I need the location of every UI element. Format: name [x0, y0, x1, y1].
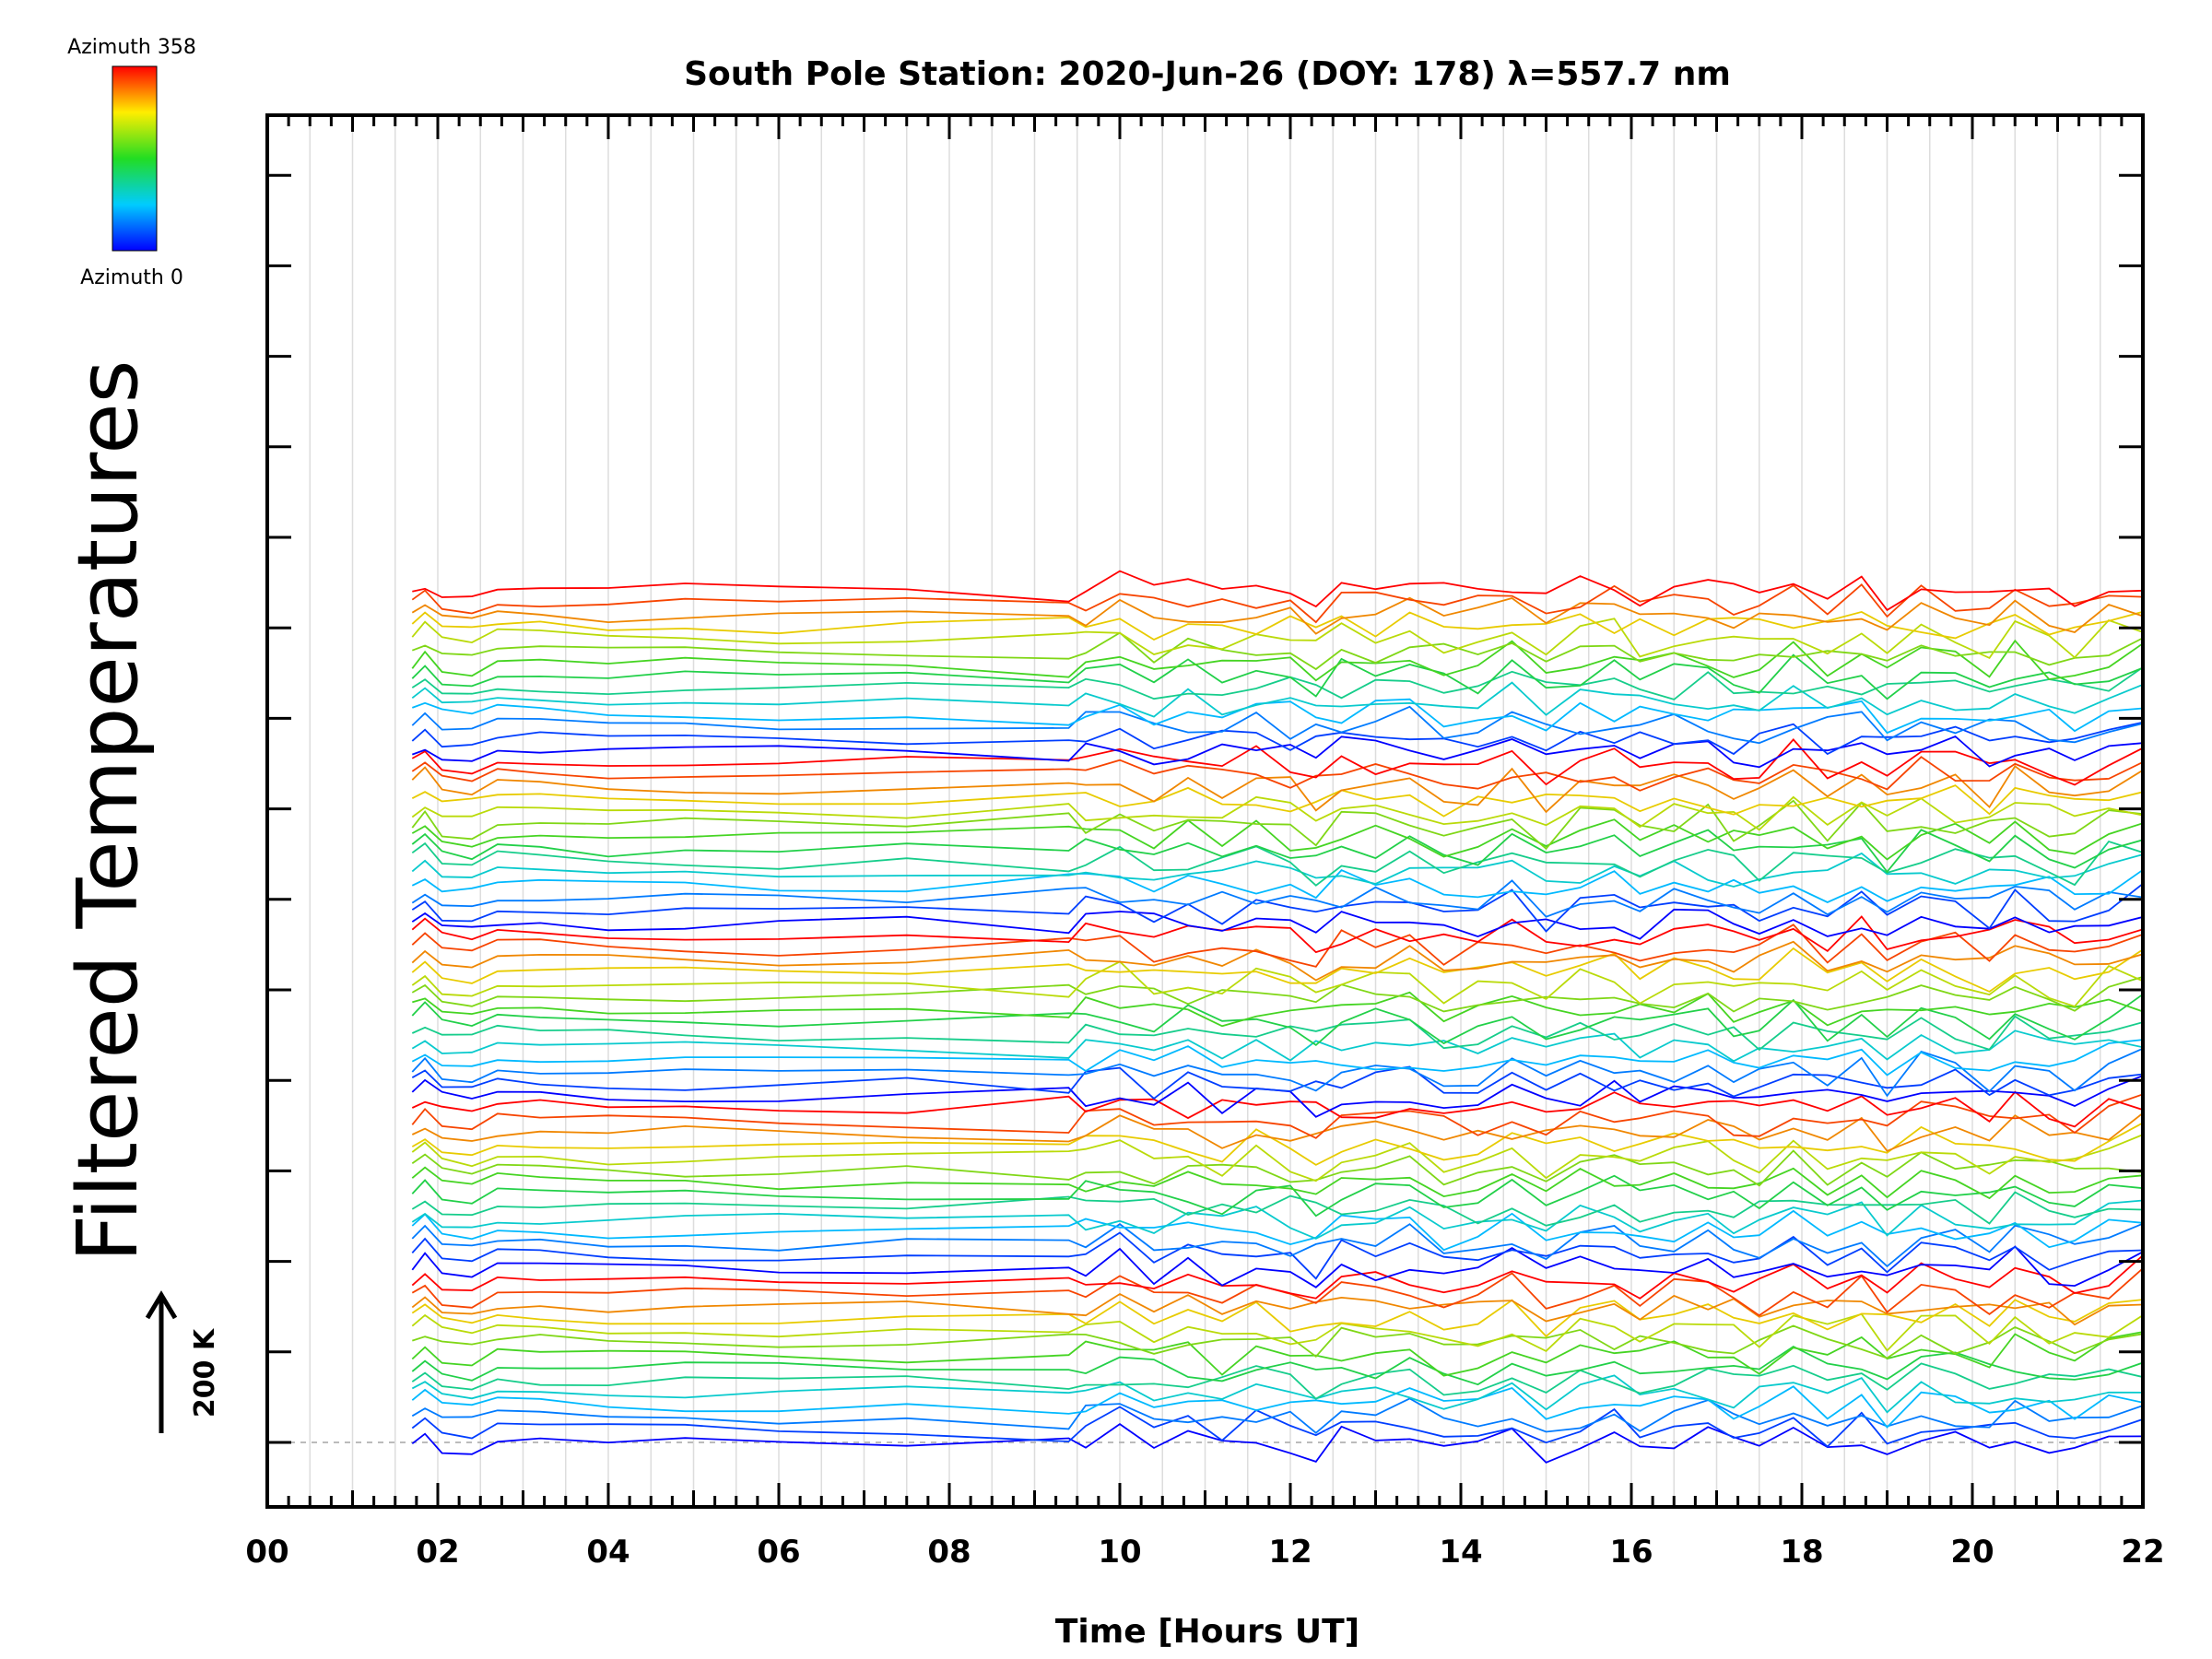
series-line [411, 1267, 2143, 1317]
series-line [411, 653, 2143, 700]
series-line [411, 756, 2143, 792]
y-axis-label: Filtered Temperatures [60, 359, 157, 1262]
x-tick-label: 18 [1780, 1534, 1823, 1571]
series-line [411, 940, 2143, 982]
series-line [411, 1075, 2143, 1118]
series-line [411, 1047, 2143, 1098]
series-line [412, 1324, 2143, 1359]
series-line [411, 784, 2143, 818]
series-line [411, 1030, 2143, 1063]
series-line [411, 908, 2143, 940]
series-line [411, 735, 2143, 769]
scale-bar-label: 200 K [189, 1327, 221, 1418]
series-line [411, 1191, 2143, 1227]
series-group [411, 570, 2143, 1464]
colorbar-legend: Azimuth 358 Azimuth 0 [67, 36, 196, 289]
series-line [411, 883, 2143, 933]
series-line [411, 1331, 2143, 1377]
series-line [411, 1199, 2143, 1240]
series-line [411, 799, 2143, 851]
series-line [411, 698, 2143, 735]
series-line [411, 1090, 2143, 1128]
series-line [412, 991, 2143, 1028]
series-line [411, 1231, 2143, 1280]
series-line [411, 795, 2143, 831]
series-line [411, 976, 2143, 1013]
series-line [411, 924, 2143, 968]
series-line [411, 1406, 2143, 1448]
scale-arrow-head [145, 1290, 178, 1320]
series-line [411, 915, 2143, 954]
series-line [411, 840, 2143, 887]
x-tick-label: 00 [245, 1534, 288, 1571]
series-line [411, 1112, 2143, 1152]
series-line [411, 1122, 2143, 1166]
series-line [411, 1209, 2143, 1252]
series-line [411, 1362, 2143, 1400]
series-line [411, 1374, 2143, 1414]
legend-bottom-label: Azimuth 0 [80, 266, 183, 289]
legend-top-label: Azimuth 358 [67, 36, 196, 59]
series-line [411, 1245, 2143, 1288]
series-line [411, 681, 2143, 718]
series-line [411, 960, 2143, 1008]
x-tick-label: 16 [1609, 1534, 1653, 1571]
series-line [411, 639, 2143, 682]
x-tick-label: 10 [1098, 1534, 1141, 1571]
series-line [411, 1385, 2143, 1429]
chart-title: South Pole Station: 2020-Jun-26 (DOY: 17… [684, 55, 1731, 93]
series-line [411, 869, 2143, 903]
x-tick-label: 04 [586, 1534, 629, 1571]
series-line [411, 1222, 2143, 1268]
series-line [411, 818, 2143, 861]
series-line [411, 1174, 2143, 1218]
series-line [411, 1312, 2143, 1352]
x-tick-label: 08 [927, 1534, 971, 1571]
series-line [411, 852, 2143, 888]
series-line [411, 1166, 2143, 1200]
series-line [411, 947, 2143, 993]
series-line [411, 618, 2143, 660]
series-line [411, 764, 2143, 814]
series-line [411, 610, 2143, 641]
x-tick-label: 06 [757, 1534, 800, 1571]
series-line [411, 1299, 2143, 1338]
series-line [411, 1292, 2143, 1326]
series-line [411, 1397, 2143, 1434]
x-tick-label: 14 [1439, 1534, 1482, 1571]
x-axis-label: Time [Hours UT] [1055, 1613, 1359, 1651]
series-line [411, 1015, 2143, 1052]
x-tick-label: 20 [1950, 1534, 1994, 1571]
series-line [411, 1423, 2143, 1464]
colorbar [112, 65, 158, 252]
x-tick-label: 12 [1268, 1534, 1312, 1571]
series-line [411, 631, 2143, 671]
series-line [411, 1039, 2143, 1077]
x-tick-label: 02 [416, 1534, 459, 1571]
series-line [411, 994, 2143, 1047]
scale-bar: 200 K [145, 1290, 221, 1433]
series-line [411, 1065, 2143, 1100]
series-line [411, 1254, 2143, 1300]
x-tick-label: 22 [2121, 1534, 2164, 1571]
series-line [411, 666, 2143, 700]
axis-ticks [265, 115, 2145, 1507]
series-line [411, 1149, 2143, 1187]
series-line [411, 879, 2143, 918]
series-line [411, 738, 2143, 786]
series-line [412, 570, 2143, 612]
series-line [411, 1134, 2143, 1182]
series-line [411, 1345, 2143, 1386]
series-line [411, 596, 2143, 635]
series-line [411, 705, 2143, 745]
x-tick-labels: 00 02 04 06 08 10 12 14 16 18 20 22 [245, 1534, 2164, 1571]
